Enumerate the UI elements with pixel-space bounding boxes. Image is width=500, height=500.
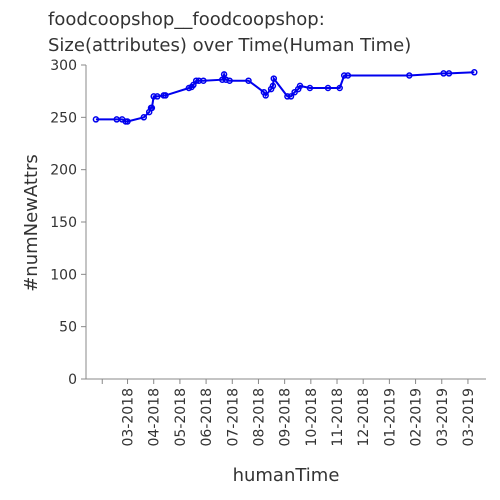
data-point [445,70,453,77]
data-point [192,77,200,84]
plot-area [92,69,478,125]
data-point [287,93,295,100]
x-tick-label: 02-2019 [409,388,425,447]
x-tick-label: 03-2019 [435,388,451,447]
data-point [344,72,352,79]
series-line [95,71,475,123]
data-point [200,77,207,84]
x-tick-label: 12-2018 [356,388,372,447]
x-tick-label: 03-2018 [121,388,137,447]
y-tick-label: 50 [59,320,77,336]
chart-title-line-1: foodcoopshop__foodcoopshop: [48,9,325,30]
data-point [262,92,269,99]
data-point [291,88,298,96]
y-tick-label: 100 [50,267,77,283]
data-point [340,72,348,79]
x-tick-label: 07-2018 [225,388,241,447]
data-point [336,84,343,92]
y-tick-label: 200 [50,163,77,179]
y-axis-title: #numNewAttrs [21,154,42,292]
chart-title-line-2: Size(attributes) over Time(Human Time) [48,35,411,56]
data-point [284,93,291,100]
data-point [269,82,277,90]
data-point [148,104,156,112]
data-point [270,75,278,82]
data-point [406,72,413,79]
data-point [324,84,332,92]
x-tick-label: 09-2018 [278,388,294,447]
x-tick-label: 06-2018 [199,388,215,447]
data-point [140,114,148,121]
data-point [154,93,161,100]
x-tick-label: 10-2018 [304,388,320,447]
data-point [471,69,478,76]
data-point [150,93,157,100]
data-point [222,76,230,83]
x-tick-label: 05-2018 [173,388,189,447]
x-tick-label: 01-2019 [382,388,398,447]
y-tick-label: 150 [50,215,77,231]
y-tick-label: 250 [50,110,77,126]
x-axis-title: humanTime [233,465,340,486]
data-point [124,118,131,125]
data-point [190,81,197,89]
x-axis: 03-2018 04-2018 05-2018 06-2018 07-2018 08-20… [86,378,486,447]
data-point [226,77,233,84]
data-point [296,82,304,90]
y-tick-label: 0 [68,372,77,388]
data-point [219,76,226,83]
x-tick-label: 11-2018 [330,388,346,447]
x-tick-label: 08-2018 [251,388,267,447]
data-point [306,84,314,92]
y-tick-label: 300 [50,58,77,74]
x-tick-label: 03-2019 [461,388,477,447]
data-point [245,77,252,84]
x-tick-label: 04-2018 [147,388,163,447]
data-point [220,71,228,78]
data-point [162,92,169,99]
y-axis: 0 50 100 150 200 250 300 [50,58,87,388]
data-point [92,116,100,123]
